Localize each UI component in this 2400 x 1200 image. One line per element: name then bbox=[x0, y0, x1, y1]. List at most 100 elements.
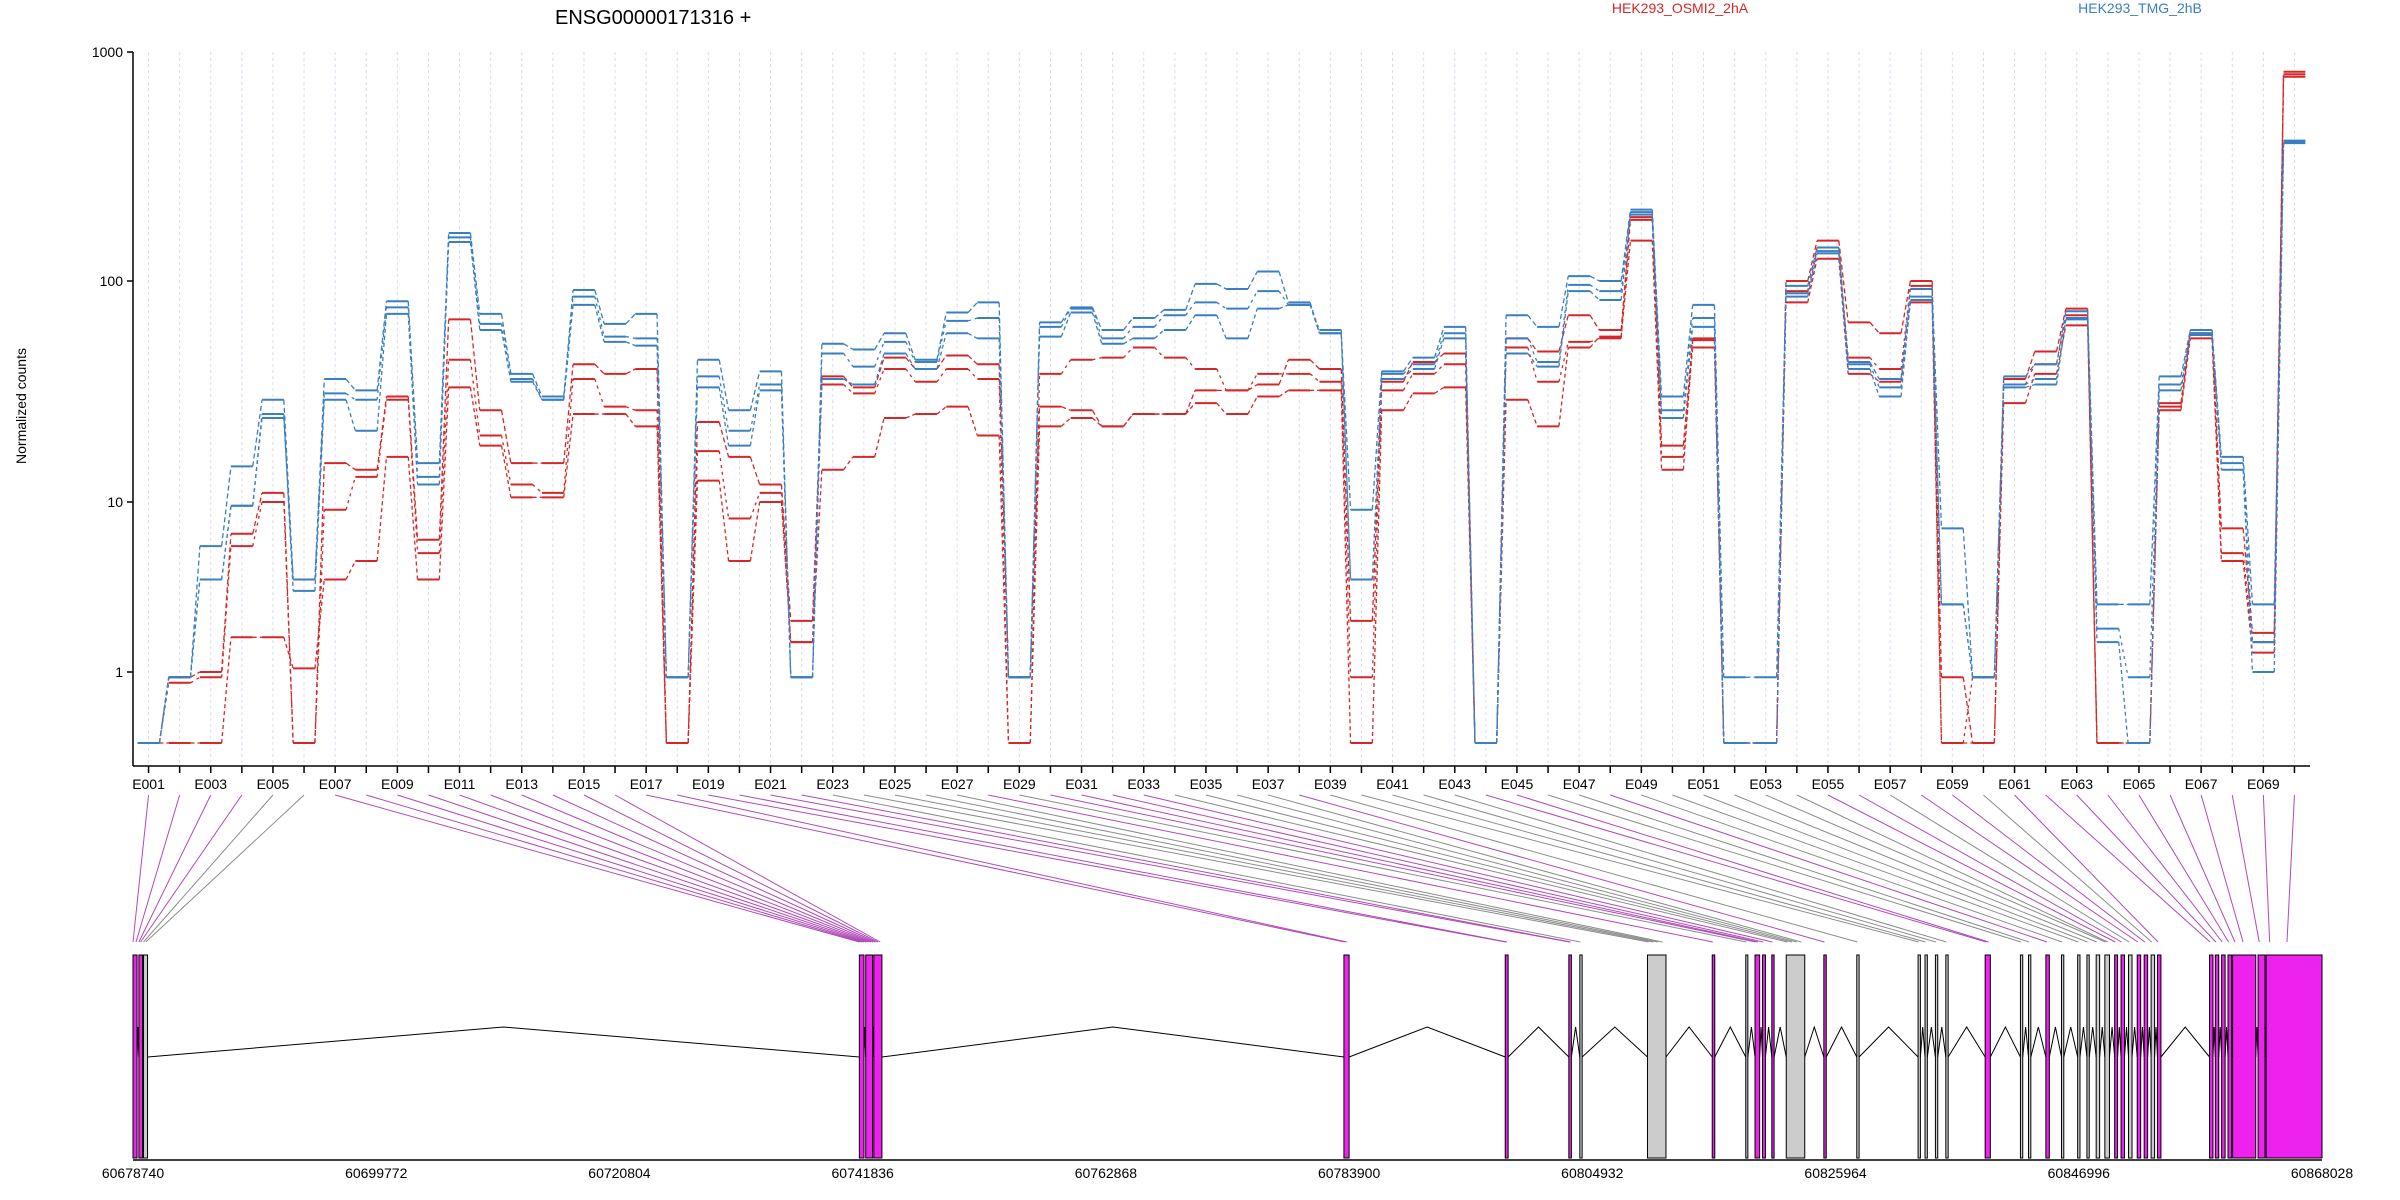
series-transition bbox=[563, 413, 574, 498]
x-tick-label: E057 bbox=[1874, 776, 1907, 792]
genomic-axis: 60678740 60699772 60720804 60741836 60762868… bbox=[102, 1159, 2353, 1181]
series-transition bbox=[1029, 373, 1041, 744]
x-tick-label: E037 bbox=[1252, 776, 1285, 792]
series-transition bbox=[438, 241, 450, 485]
series-transition bbox=[314, 399, 325, 591]
genomic-tick-label: 60825964 bbox=[1804, 1165, 1867, 1181]
series-transition bbox=[1092, 417, 1103, 427]
exon-block bbox=[2143, 954, 2149, 1159]
x-tick-label: E063 bbox=[2060, 776, 2093, 792]
series-transition bbox=[1651, 240, 1663, 470]
series-transition bbox=[1993, 379, 2005, 744]
series-transition bbox=[500, 410, 512, 464]
series-transition bbox=[2086, 319, 2098, 643]
x-tick-label: E059 bbox=[1936, 776, 1969, 792]
x-tick-label: E043 bbox=[1438, 776, 1471, 792]
series-transition bbox=[749, 384, 761, 431]
series-transition bbox=[1402, 363, 1414, 375]
grid-lines bbox=[148, 52, 2295, 766]
bin-link bbox=[2014, 794, 2159, 943]
bin-link bbox=[145, 794, 305, 943]
series-transition bbox=[2180, 333, 2191, 407]
bin-link bbox=[1454, 794, 1947, 943]
bin-link bbox=[894, 794, 1654, 943]
x-tick-label: E053 bbox=[1749, 776, 1782, 792]
series-transition bbox=[500, 329, 512, 382]
series-transition bbox=[189, 546, 201, 678]
bin-link bbox=[1734, 794, 2097, 943]
series-transition bbox=[2025, 383, 2035, 389]
feature-block bbox=[143, 954, 149, 1159]
series-transition bbox=[625, 313, 636, 325]
feature-block bbox=[1646, 954, 1667, 1159]
series-transition bbox=[1029, 406, 1041, 678]
series-transition bbox=[625, 368, 636, 375]
intron-line bbox=[2140, 1026, 2145, 1058]
intron-line bbox=[2022, 1026, 2030, 1058]
x-tick-label: E001 bbox=[132, 776, 165, 792]
series-transition bbox=[1029, 426, 1041, 744]
x-tick-label: E047 bbox=[1563, 776, 1596, 792]
x-tick-label: E027 bbox=[941, 776, 974, 792]
series-transition bbox=[998, 435, 1010, 744]
series-transition bbox=[2149, 384, 2160, 678]
series-transition bbox=[905, 413, 916, 419]
series-transition bbox=[967, 317, 978, 322]
series-transition bbox=[1620, 219, 1632, 339]
series-transition bbox=[1775, 285, 1787, 678]
intron-line bbox=[1570, 1026, 1581, 1058]
x-tick-label: E005 bbox=[257, 776, 290, 792]
series-transition bbox=[594, 289, 605, 325]
bin-link bbox=[1516, 794, 1989, 943]
series-transition bbox=[1496, 353, 1507, 744]
series-transition bbox=[1651, 217, 1663, 446]
series-transition bbox=[874, 368, 885, 394]
series-transition bbox=[1216, 368, 1227, 391]
series-transition bbox=[2055, 308, 2067, 352]
series-transition bbox=[314, 463, 325, 744]
genomic-tick-label: 60846996 bbox=[2048, 1165, 2111, 1181]
y-axis-label: Normalized counts bbox=[13, 348, 29, 464]
series-transition bbox=[190, 671, 201, 678]
series-transition bbox=[687, 387, 699, 678]
feature-block bbox=[1917, 954, 1921, 1159]
series-transition bbox=[1060, 312, 1072, 337]
series-transition bbox=[563, 364, 574, 464]
exon-block bbox=[865, 954, 874, 1159]
bin-link bbox=[397, 794, 865, 943]
series-transition bbox=[594, 304, 605, 343]
series-transition bbox=[1185, 402, 1196, 415]
bin-link bbox=[1268, 794, 1802, 943]
exon-block bbox=[2120, 954, 2126, 1159]
bin-link bbox=[583, 794, 879, 943]
series-transition bbox=[2242, 553, 2254, 643]
series-transition bbox=[1651, 212, 1663, 411]
series-transition bbox=[1931, 302, 1943, 744]
feature-block bbox=[1924, 954, 1928, 1159]
genomic-tick-label: 60678740 bbox=[102, 1165, 165, 1181]
series-transition bbox=[1309, 304, 1321, 334]
series-transition bbox=[625, 413, 636, 427]
series-transition bbox=[936, 320, 947, 363]
intron-line bbox=[1989, 1025, 2021, 1058]
series-transition bbox=[2242, 456, 2254, 605]
series-transition bbox=[1869, 361, 1880, 380]
series-transition bbox=[1123, 337, 1134, 345]
intron-line bbox=[1764, 1026, 1773, 1058]
x-tick-label: E013 bbox=[505, 776, 538, 792]
series-transition bbox=[189, 579, 201, 678]
bin-link bbox=[1952, 794, 2146, 943]
x-tick-label: E049 bbox=[1625, 776, 1658, 792]
series-transition bbox=[843, 353, 854, 367]
feature-block bbox=[2128, 954, 2133, 1159]
series-transition bbox=[1651, 209, 1663, 397]
intron-line bbox=[147, 1026, 860, 1058]
intron-line bbox=[2088, 1026, 2097, 1058]
x-tick-label: E035 bbox=[1190, 776, 1223, 792]
series-transition bbox=[1931, 300, 1943, 605]
series-transition bbox=[2273, 141, 2285, 673]
x-tick-label: E009 bbox=[381, 776, 414, 792]
series-transition bbox=[1247, 308, 1258, 339]
genomic-tick-label: 60699772 bbox=[345, 1165, 408, 1181]
